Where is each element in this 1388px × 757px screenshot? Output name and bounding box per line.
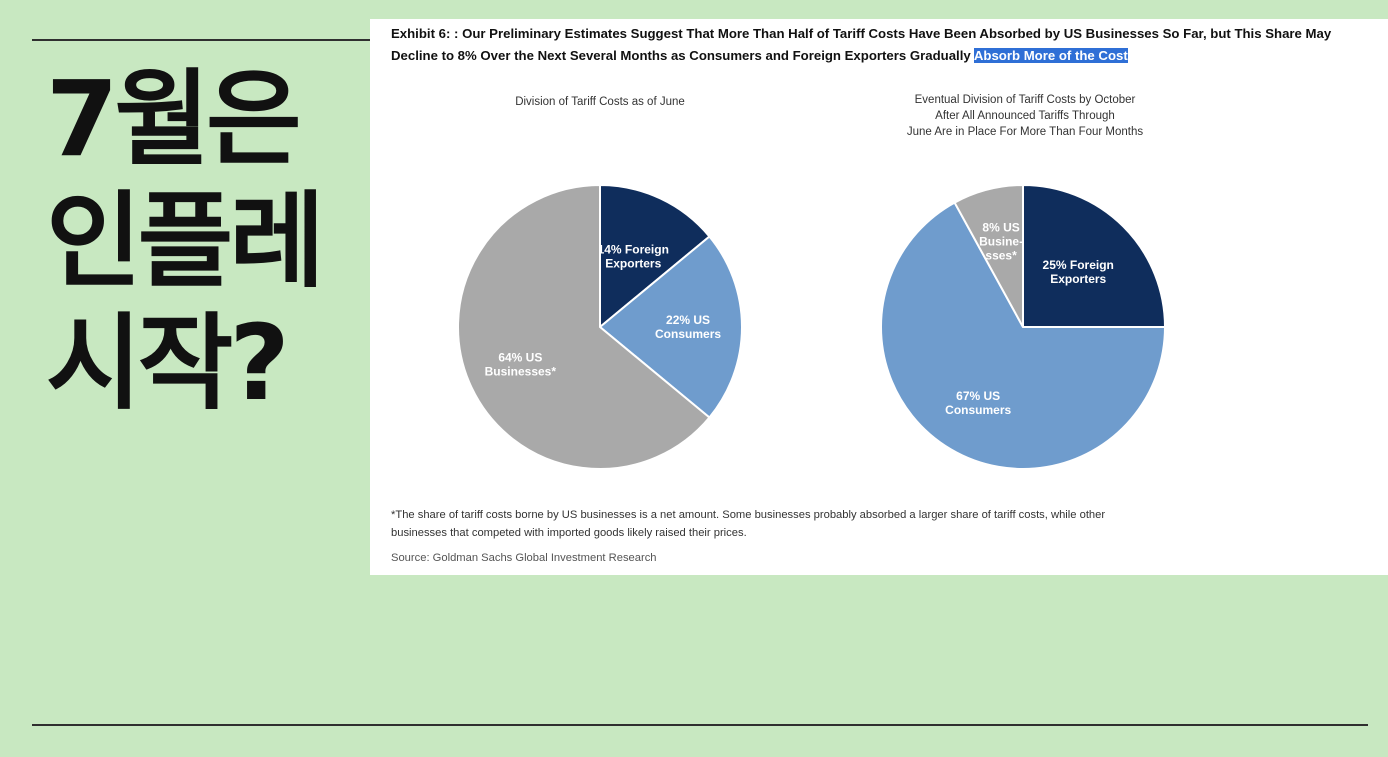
pie-right-title: Eventual Division of Tariff Costs by Oct… xyxy=(875,92,1175,140)
slice-label-line: 64% US xyxy=(498,350,542,364)
footnote-line-1: *The share of tariff costs borne by US b… xyxy=(391,509,1106,521)
slice-label-line: Busine- xyxy=(979,235,1023,249)
pie-right-title-line-2: After All Announced Tariffs Through xyxy=(935,110,1115,122)
exhibit-title-text: Exhibit 6: : Our Preliminary Estimates S… xyxy=(391,26,1332,63)
headline-line-3: 시작? xyxy=(46,302,290,424)
bottom-divider xyxy=(32,724,1368,726)
pie-right-title-line-3: June Are in Place For More Than Four Mon… xyxy=(906,126,1144,138)
headline-line-2: 인플레 xyxy=(46,180,325,302)
pie-october-label-us-businesses: 8% US Busine-sses* xyxy=(979,221,1023,263)
source-note: Source: Goldman Sachs Global Investment … xyxy=(391,552,657,564)
headline-line-1: 7월은 xyxy=(46,58,302,180)
pie-june-slice-us-consumers xyxy=(598,235,743,419)
slice-label-line: 22% US xyxy=(666,313,710,327)
pie-june-slice-us-businesses xyxy=(457,183,711,470)
pie-left-title: Division of Tariff Costs as of June xyxy=(515,96,685,108)
pie-october-slice-us-businesses xyxy=(953,183,1024,328)
pie-june-label-us-consumers: 22% US Consumers xyxy=(655,313,721,341)
footnote-line-2: businesses that competed with imported g… xyxy=(391,527,747,539)
pie-chart-october: 25% Foreign Exporters 67% US Consumers 8% US… xyxy=(880,183,1167,470)
slice-label-line: Exporters xyxy=(1050,272,1106,286)
pie-october-slice-us-consumers xyxy=(880,201,1167,470)
top-divider xyxy=(32,39,370,41)
slice-label-line: Businesses* xyxy=(485,364,557,378)
pie-june-label-foreign-exporters: 14% Foreign Exporters xyxy=(598,242,669,270)
slice-label-line: Exporters xyxy=(605,256,661,270)
pie-october-slice-foreign-exporters xyxy=(1022,183,1167,328)
pie-chart-june: 14% Foreign Exporters 22% US Consumers 64% U… xyxy=(457,183,743,470)
footnote: *The share of tariff costs borne by US b… xyxy=(391,506,1211,542)
pie-october-label-us-consumers: 67% US Consumers xyxy=(945,389,1011,417)
slice-label-line: Consumers xyxy=(945,403,1011,417)
slice-label-line: 14% Foreign xyxy=(598,242,669,256)
pie-october-label-foreign-exporters: 25% Foreign Exporters xyxy=(1043,258,1114,286)
slice-label-line: 8% US xyxy=(982,221,1019,235)
pie-june-label-us-businesses: 64% US Businesses* xyxy=(485,350,557,378)
exhibit-panel: Exhibit 6: : Our Preliminary Estimates S… xyxy=(370,19,1388,575)
slice-label-line: sses* xyxy=(985,249,1017,263)
slice-label-line: 67% US xyxy=(956,389,1000,403)
pie-right-title-line-1: Eventual Division of Tariff Costs by Oct… xyxy=(914,94,1136,106)
slice-label-line: 25% Foreign xyxy=(1043,258,1114,272)
exhibit-title-highlight[interactable]: Absorb More of the Cost xyxy=(973,48,1128,63)
headline: 7월은 인플레 시작? xyxy=(46,58,376,424)
exhibit-title: Exhibit 6: : Our Preliminary Estimates S… xyxy=(391,23,1381,67)
slice-label-line: Consumers xyxy=(655,327,721,341)
pie-june-slice-foreign-exporters xyxy=(599,183,711,330)
